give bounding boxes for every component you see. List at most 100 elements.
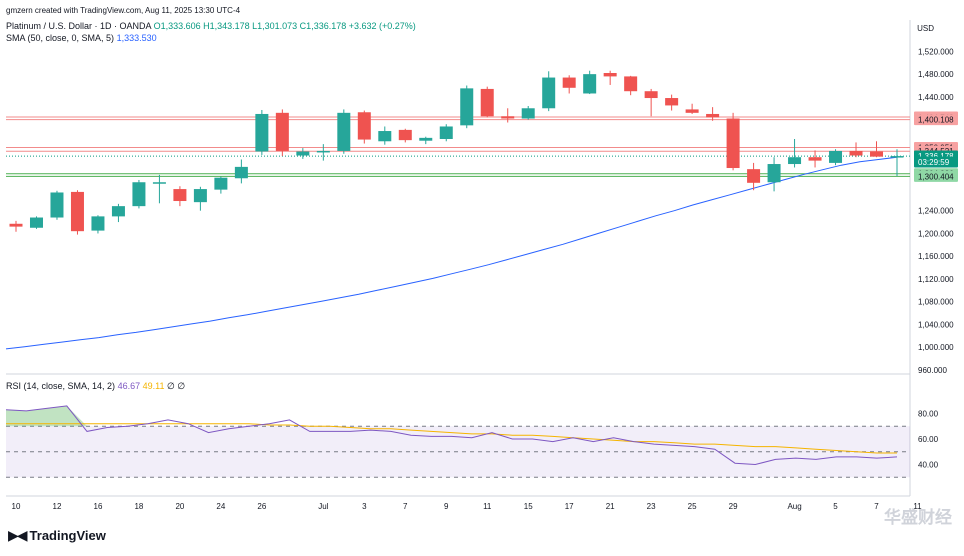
candle (193, 186, 207, 211)
candle (644, 88, 658, 117)
candle-body (439, 126, 453, 139)
candle (357, 110, 371, 144)
candle (603, 70, 617, 85)
candle-body (788, 157, 802, 165)
candle-body (357, 112, 371, 140)
symbol-line: Platinum / U.S. Dollar · 1D · OANDA O1,3… (6, 21, 416, 31)
time-tick-label: 16 (94, 502, 103, 511)
price-badge-label: 1,336.178 (918, 152, 954, 161)
candle (583, 70, 597, 95)
tradingview-logo-icon: ▶◀ (8, 527, 27, 543)
candle-body (193, 189, 207, 203)
time-tick-label: 26 (257, 502, 266, 511)
time-tick-label: 9 (444, 502, 449, 511)
time-tick-label: 23 (647, 502, 656, 511)
candle (542, 71, 556, 112)
candle (767, 157, 781, 192)
watermark: 华盛财经 (884, 508, 952, 527)
candle (173, 186, 187, 207)
candle-body (890, 156, 904, 158)
candle-body (275, 112, 289, 151)
candle (726, 112, 740, 171)
price-badge (914, 156, 958, 168)
candle-body (255, 113, 269, 152)
candle (275, 109, 289, 157)
candle (50, 190, 64, 220)
sma-legend[interactable]: SMA (50, close, 0, SMA, 5) 1,333.530 (6, 33, 157, 43)
candle-body (747, 169, 761, 183)
candle-body (501, 116, 515, 119)
time-tick-label: 10 (12, 502, 21, 511)
candle (808, 150, 822, 168)
candle-body (132, 182, 146, 207)
price-badge (914, 114, 958, 126)
candle-body (685, 109, 699, 113)
candle (849, 142, 863, 158)
candle-body (173, 189, 187, 202)
candle-body (624, 76, 638, 92)
rsi-legend[interactable]: RSI (14, close, SMA, 14, 2) 46.67 49.11 … (6, 381, 185, 392)
time-tick-label: 12 (53, 502, 62, 511)
candle-body (583, 74, 597, 94)
candle (91, 215, 105, 234)
candle (111, 203, 125, 223)
candle (665, 94, 679, 111)
rsi-ma-line (6, 423, 897, 454)
time-tick-label: 20 (175, 502, 184, 511)
time-tick-label: 29 (729, 502, 738, 511)
candle-body (829, 150, 843, 163)
candle-body (665, 98, 679, 106)
candle-body (521, 108, 535, 119)
time-tick-label: 15 (524, 502, 533, 511)
candle-body (562, 77, 576, 88)
currency-label: USD (917, 24, 934, 33)
rsi-tick-label: 40.00 (918, 461, 939, 470)
candle-body (214, 177, 228, 190)
candle (460, 85, 474, 129)
candle-body (849, 150, 863, 156)
candle-body (70, 191, 84, 232)
tradingview-brand[interactable]: ▶◀ TradingView (8, 527, 106, 544)
price-tick-label: 1,160.000 (918, 252, 954, 261)
candle-body (460, 88, 474, 126)
candle-body (726, 118, 740, 169)
price-tick-label: 1,200.000 (918, 229, 954, 238)
time-tick-label: 25 (688, 502, 697, 511)
time-tick-label: 7 (403, 502, 408, 511)
time-tick-label: Aug (787, 502, 801, 511)
price-tick-label: 1,040.000 (918, 320, 954, 329)
candle (214, 176, 228, 194)
time-tick-label: Jul (318, 502, 328, 511)
candle-body (378, 131, 392, 142)
time-tick-label: 21 (606, 502, 615, 511)
candle-body (644, 91, 658, 99)
candle (316, 144, 330, 161)
rsi-ma-value: 49.11 (142, 381, 165, 391)
rsi-line (5, 405, 898, 466)
time-tick-label: 7 (874, 502, 879, 511)
candle (870, 141, 884, 158)
candle-body (337, 112, 351, 151)
candle-body (111, 206, 125, 217)
candle (378, 126, 392, 145)
candle (132, 179, 146, 209)
price-tick-label: 1,240.000 (918, 207, 954, 216)
candle-body (29, 217, 43, 228)
rsi-value: 46.67 (117, 381, 141, 391)
price-badge (914, 170, 958, 182)
time-tick-label: 11 (483, 502, 492, 511)
price-tick-label: 1,080.000 (918, 298, 954, 307)
candle-body (419, 137, 433, 141)
sma-label: SMA (50, close, 0, SMA, 5) (6, 33, 115, 43)
candle (419, 136, 433, 145)
price-badge-label: 1,300.404 (918, 172, 954, 181)
sma-value: 1,333.530 (116, 33, 157, 43)
candle (234, 159, 248, 184)
candle-body (234, 166, 248, 179)
candle (521, 106, 535, 120)
candle-body (9, 223, 23, 227)
candle (747, 162, 761, 191)
price-tick-label: 1,480.000 (918, 70, 954, 79)
candle (890, 149, 904, 176)
